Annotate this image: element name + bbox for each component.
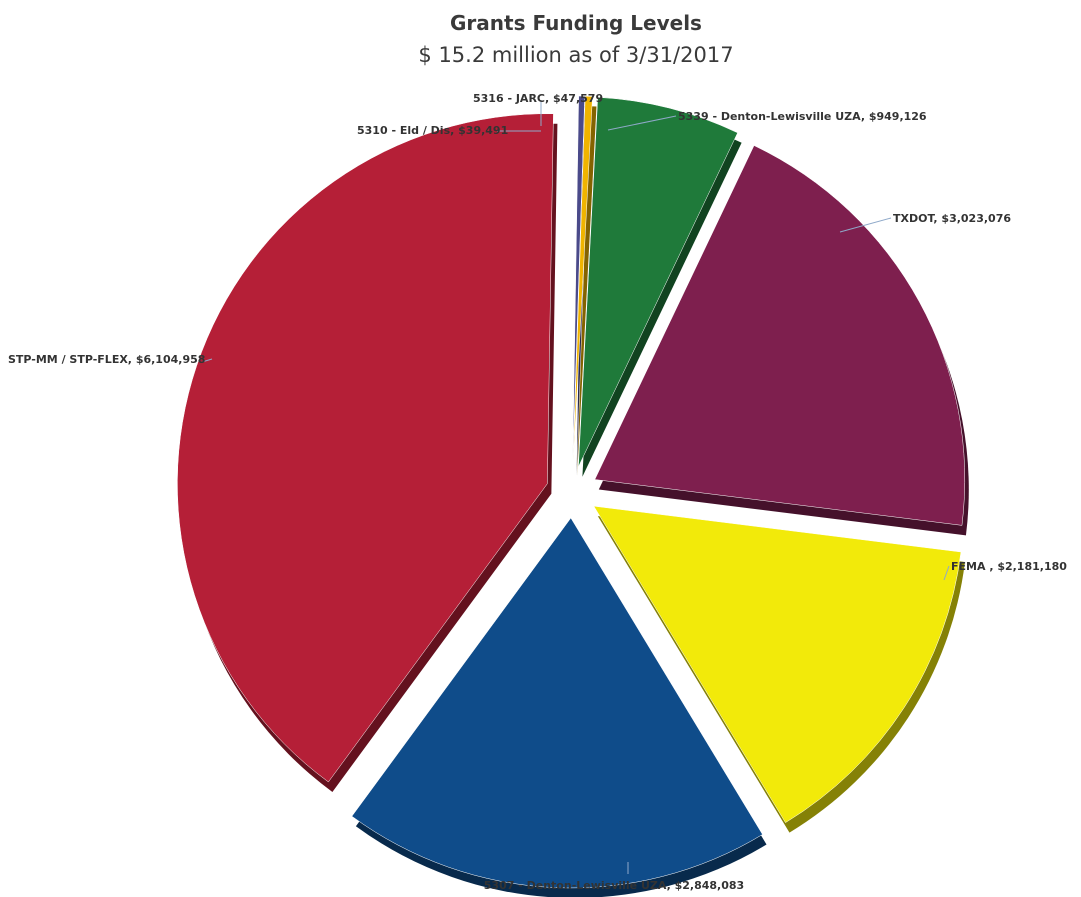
leader-lines <box>201 100 950 874</box>
pie-slice-fema <box>593 505 962 823</box>
slice-label-5310-eld-dis: 5310 - Eld / Dis, $39,491 <box>357 124 508 137</box>
slice-label-5316-jarc: 5316 - JARC, $47,579 <box>473 92 603 105</box>
pie-slice-5316-jarc <box>572 95 593 467</box>
chart-subtitle: $ 15.2 million as of 3/31/2017 <box>418 43 733 67</box>
slice-label-fema: FEMA , $2,181,180 <box>951 560 1067 573</box>
pie-slice-5307-denton-lewisville-uza <box>351 517 763 889</box>
leader-line-fema <box>943 565 950 581</box>
chart-title: Grants Funding Levels <box>450 11 702 35</box>
pie-slice-side-5316-jarc <box>577 106 597 477</box>
leader-line-stp-mm-stp-flex <box>201 358 213 363</box>
pie-slice-5310-eld-dis <box>572 95 585 467</box>
slice-label-txdot: TXDOT, $3,023,076 <box>893 212 1011 225</box>
pie-slice-5339-denton-lewisville-uza <box>578 97 738 467</box>
leader-line-5339-denton-lewisville-uza <box>607 115 677 131</box>
slice-label-5307-denton-lewisville-uza: 5307 - Denton-Lewisville UZA, $2,848,083 <box>484 879 744 892</box>
pie-slices <box>177 95 969 897</box>
pie-slice-stp-mm-stp-flex <box>177 113 554 783</box>
pie-slice-txdot <box>594 145 966 526</box>
slice-label-stp-mm-stp-flex: STP-MM / STP-FLEX, $6,104,958 <box>8 353 205 366</box>
leader-line-txdot <box>839 217 892 233</box>
slice-labels: 5339 - Denton-Lewisville UZA, $949,126 TX… <box>8 92 1067 892</box>
slice-label-5339-denton-lewisville-uza: 5339 - Denton-Lewisville UZA, $949,126 <box>678 110 927 123</box>
